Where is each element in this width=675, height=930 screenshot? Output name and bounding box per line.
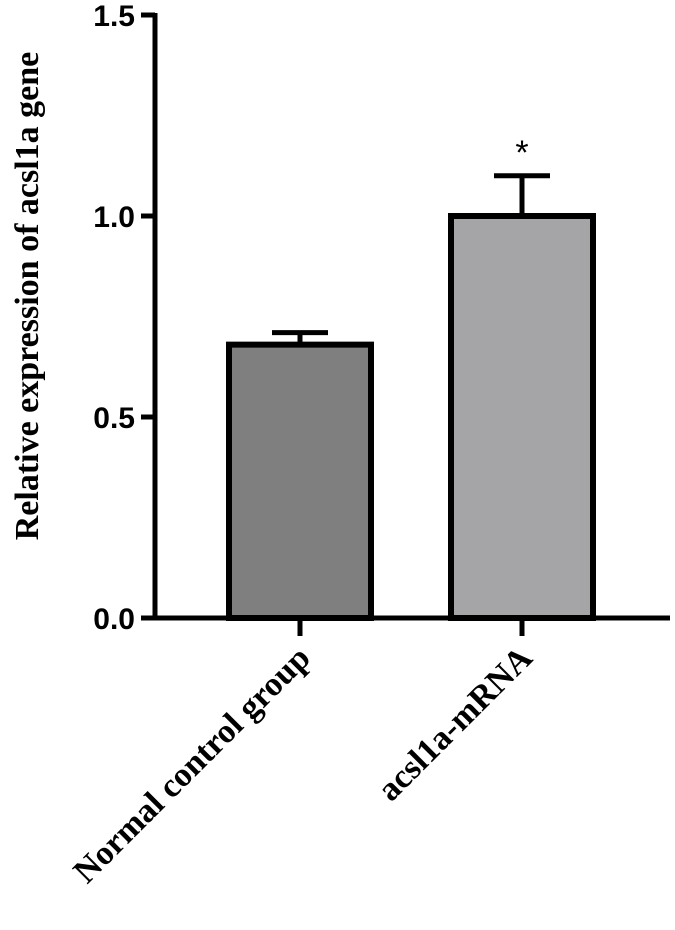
bars bbox=[226, 173, 596, 621]
bar-0 bbox=[226, 341, 374, 621]
x-category-label: acsl1a-mRNA bbox=[371, 639, 540, 808]
bar-1 bbox=[448, 213, 596, 621]
significance-marker: * bbox=[515, 134, 528, 172]
y-tick-label: 0.0 bbox=[93, 603, 135, 636]
y-tick-label: 1.0 bbox=[93, 201, 135, 234]
y-axis-title: Relative expression of acsl1a gene bbox=[9, 52, 46, 541]
y-tick-label: 0.5 bbox=[93, 402, 135, 435]
y-tick-label: 1.5 bbox=[93, 0, 135, 33]
y-axis: 0.0 0.5 1.0 1.5 bbox=[93, 0, 158, 636]
x-category-label: Normal control group bbox=[67, 639, 318, 890]
